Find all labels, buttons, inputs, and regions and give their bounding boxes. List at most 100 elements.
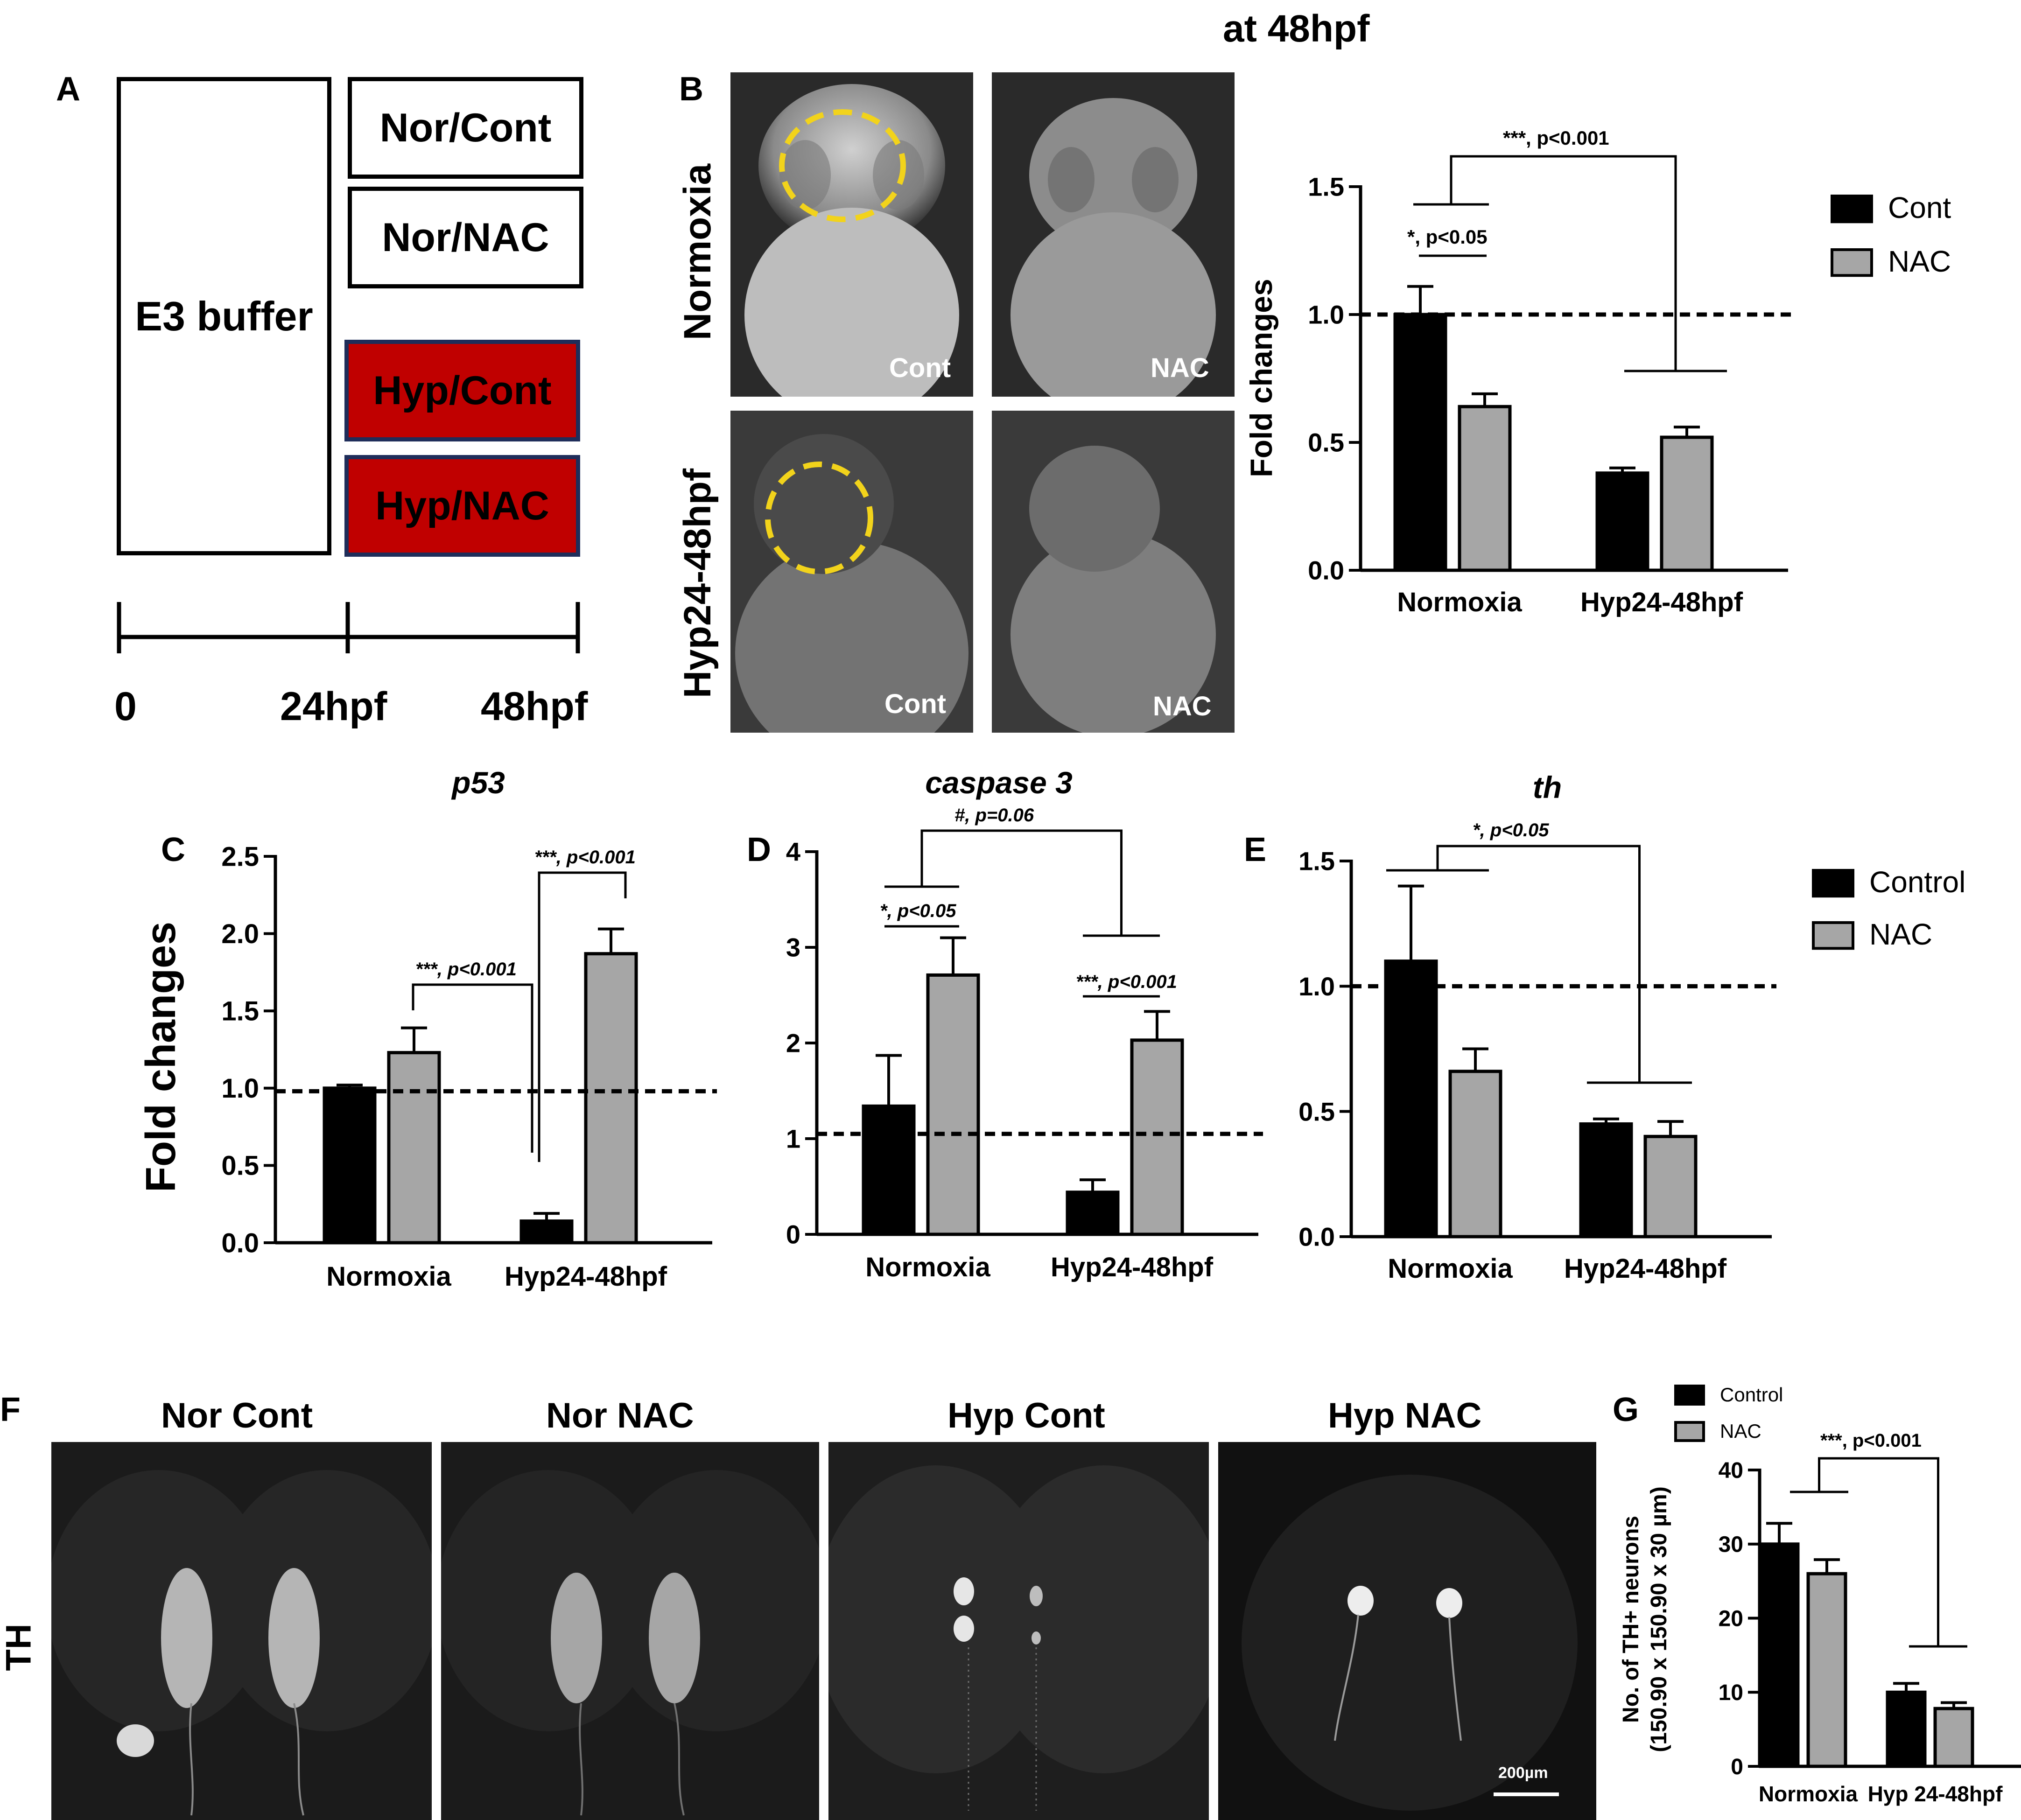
chart-b-bracket — [1450, 155, 1677, 371]
embryo-photo-hyp-nac: NAC — [992, 411, 1235, 733]
chart-b-bar-nac — [1660, 435, 1714, 572]
chart-e-bracket — [1436, 845, 1641, 1083]
chart-c-significance-label: ***, p<0.001 — [534, 847, 636, 868]
chart-c-bar-control — [519, 1219, 574, 1245]
group-label-hyp-nac: Hyp/NAC — [375, 483, 549, 528]
chart-d-ytick-label: 2 — [786, 1029, 800, 1058]
chart-c-ylabel: Fold changes — [138, 922, 184, 1192]
chart-e-ytick-label: 0.0 — [1298, 1222, 1335, 1252]
e3-buffer-box: E3 buffer — [117, 77, 331, 555]
chart-g-ylabel-line: (150.90 x 150.90 x 30 µm) — [1647, 1486, 1671, 1752]
chart-e-bar-control — [1579, 1122, 1633, 1239]
chart-b-category-label: Hyp24-48hpf — [1580, 587, 1743, 617]
chart-g-legend-label: Control — [1720, 1384, 1783, 1406]
chart-e-legend-swatch — [1812, 921, 1854, 950]
chart-c-ytick-label: 0.0 — [221, 1228, 259, 1258]
e3-buffer-label: E3 buffer — [135, 293, 313, 339]
group-label-nor-cont: Nor/Cont — [379, 105, 552, 150]
panel-letter-a: A — [56, 70, 80, 108]
chart-b-bar-nac — [1458, 405, 1512, 572]
chart-e-ytick-label: 1.0 — [1298, 972, 1335, 1001]
th-image-hyp-cont — [828, 1442, 1209, 1820]
chart-b-bar-cont — [1393, 313, 1447, 572]
group-box-hyp-cont: Hyp/Cont — [344, 340, 580, 441]
group-label-hyp-cont: Hyp/Cont — [373, 368, 552, 413]
th-image-hyp-nac: 200µm — [1218, 1442, 1596, 1820]
chart-b-ytick-label: 0.5 — [1308, 428, 1344, 457]
chart-e-ytick-label: 1.5 — [1298, 847, 1335, 876]
panel-b-header: at 48hpf — [1223, 7, 1370, 50]
chart-b-ylabel: Fold changes — [1244, 279, 1278, 477]
chart-d-bar-nac — [1130, 1038, 1184, 1236]
embryo-photo-hyp-cont: Cont — [730, 411, 973, 733]
chart-b-category-label: Normoxia — [1397, 587, 1522, 617]
chart-e-category-label: Hyp24-48hpf — [1564, 1253, 1727, 1284]
th-image-nor-nac — [441, 1442, 819, 1820]
chart-e-bar-nac — [1643, 1134, 1698, 1239]
chart-c-category-label: Normoxia — [326, 1261, 451, 1292]
chart-b-significance-label: *, p<0.05 — [1407, 226, 1488, 248]
chart-c-ytick-label: 2.5 — [221, 841, 259, 872]
chart-g-ytick-label: 30 — [1719, 1533, 1743, 1557]
chart-b-bar-cont — [1595, 471, 1649, 572]
chart-d-ytick-label: 3 — [786, 933, 800, 962]
chart-b-legend-swatch — [1831, 248, 1873, 277]
chart-b-legend-swatch — [1831, 195, 1873, 224]
chart-d-bracket — [920, 829, 1123, 936]
chart-c-bracket — [538, 871, 627, 1162]
chart-g-bar-control — [1886, 1690, 1927, 1768]
chart-e-legend-label: NAC — [1869, 917, 1932, 951]
group-label-nor-nac: Nor/NAC — [382, 215, 549, 260]
chart-d-significance-label: #, p=0.06 — [954, 805, 1034, 826]
chart-d-ytick-label: 0 — [786, 1220, 800, 1249]
timeline-tick-24hpf: 24hpf — [280, 684, 387, 729]
chart-b-legend-label: NAC — [1888, 245, 1951, 278]
group-box-hyp-nac: Hyp/NAC — [344, 455, 580, 557]
chart-e-title: th — [1533, 770, 1562, 805]
chart-b-significance-label: ***, p<0.001 — [1503, 127, 1609, 149]
timeline — [117, 602, 580, 653]
panel-letter-f: F — [0, 1391, 21, 1428]
photo-label-cont: Cont — [889, 353, 951, 383]
chart-b-legend-label: Cont — [1888, 191, 1951, 224]
chart-c-ytick-label: 2.0 — [221, 919, 259, 949]
chart-e-category-label: Normoxia — [1388, 1253, 1513, 1284]
panel-letter-b: B — [679, 70, 703, 108]
chart-c-bar-nac — [584, 952, 638, 1245]
group-box-nor-cont: Nor/Cont — [348, 77, 583, 179]
panel-letter-c: C — [161, 831, 185, 868]
photo-label-cont-hyp: Cont — [884, 689, 947, 719]
chart-c-significance-label: ***, p<0.001 — [415, 959, 517, 980]
chart-g-bar-nac — [1806, 1572, 1847, 1768]
chart-e-legend-label: Control — [1869, 865, 1965, 899]
chart-d-bar-control — [862, 1104, 916, 1236]
chart-c-bar-control — [323, 1086, 377, 1245]
chart-d-ytick-label: 4 — [786, 837, 800, 867]
chart-e-significance-label: *, p<0.05 — [1473, 820, 1549, 840]
timeline-tick-0: 0 — [114, 684, 137, 729]
chart-d-category-label: Hyp24-48hpf — [1051, 1252, 1214, 1282]
th-col-label-nor-cont: Nor Cont — [161, 1396, 313, 1435]
panel-letter-e: E — [1244, 831, 1267, 868]
embryo-photo-nor-cont: Cont — [730, 72, 973, 397]
chart-g-ytick-label: 10 — [1719, 1680, 1743, 1705]
chart-b-ytick-label: 1.0 — [1308, 300, 1344, 329]
chart-g-legend-swatch — [1674, 1385, 1705, 1406]
th-col-label-nor-nac: Nor NAC — [546, 1396, 694, 1435]
panel-letter-d: D — [747, 831, 771, 868]
chart-c-ytick-label: 0.5 — [221, 1151, 259, 1181]
th-col-label-hyp-nac: Hyp NAC — [1328, 1396, 1482, 1435]
chart-e-legend-swatch — [1812, 869, 1854, 898]
chart-g-bar-control — [1759, 1542, 1800, 1768]
panel-letter-g: G — [1613, 1391, 1639, 1428]
embryo-photo-nor-nac: NAC — [992, 72, 1235, 397]
chart-d-category-label: Normoxia — [865, 1252, 990, 1282]
chart-g-bar-nac — [1933, 1707, 1974, 1768]
chart-e-ytick-label: 0.5 — [1298, 1097, 1335, 1126]
chart-c-category-label: Hyp24-48hpf — [505, 1261, 667, 1292]
chart-e-bar-control — [1384, 959, 1438, 1239]
chart-c-ytick-label: 1.0 — [221, 1073, 259, 1104]
chart-g-significance-label: ***, p<0.001 — [1820, 1430, 1922, 1451]
